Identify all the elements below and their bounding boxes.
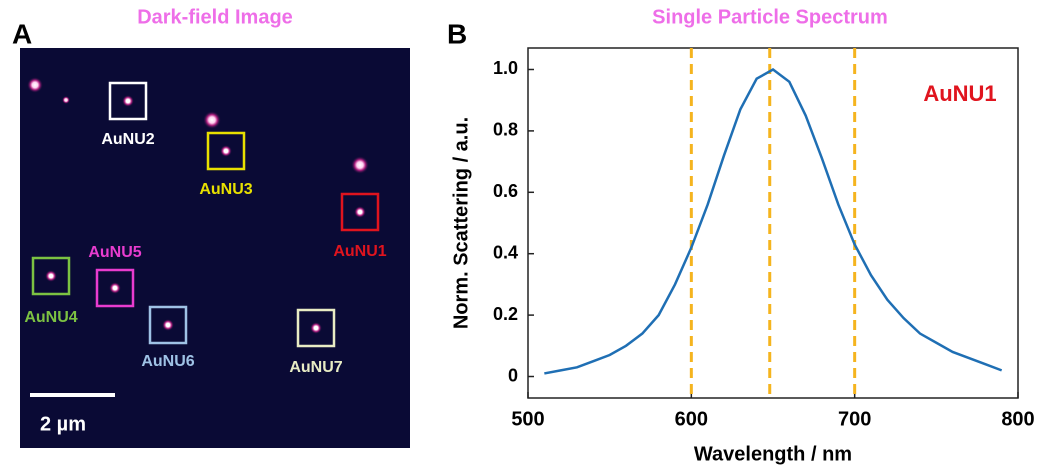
- x-tick-label: 800: [1001, 408, 1034, 430]
- speck: [62, 96, 70, 104]
- speck: [27, 77, 43, 93]
- particle-label: AuNU5: [88, 244, 141, 261]
- panel-letter: A: [12, 18, 32, 49]
- particle-core: [314, 326, 318, 330]
- particle-label: AuNU1: [333, 243, 386, 260]
- particle-box: [206, 131, 246, 171]
- particle-core: [126, 99, 130, 103]
- y-tick-label: 0.4: [493, 242, 518, 262]
- particle-label: AuNU7: [289, 359, 342, 376]
- particle-box: [296, 308, 336, 348]
- particle-core: [49, 274, 53, 278]
- panel-letter: B: [447, 18, 467, 49]
- y-tick-label: 0: [508, 365, 518, 385]
- y-tick-label: 1.0: [493, 58, 518, 78]
- particle-core: [166, 323, 170, 327]
- particle-label: AuNU4: [24, 309, 77, 326]
- particle-box: [340, 192, 380, 232]
- y-axis-label: Norm. Scattering / a.u.: [450, 117, 472, 329]
- annotation: AuNU1: [923, 81, 996, 106]
- y-tick-label: 0.2: [493, 304, 518, 324]
- particle-box: [108, 81, 148, 121]
- particle-label: AuNU6: [141, 353, 194, 370]
- particle-label: AuNU2: [101, 131, 154, 148]
- particle-core: [113, 286, 117, 290]
- x-tick-label: 700: [838, 408, 871, 430]
- spectrum-line: [544, 68, 1003, 375]
- particle-label: AuNU3: [199, 181, 252, 198]
- y-tick-label: 0.6: [493, 181, 518, 201]
- particle-box: [148, 305, 188, 345]
- particle-core: [224, 149, 228, 153]
- x-tick-label: 500: [511, 408, 544, 430]
- panel-title: Dark-field Image: [137, 6, 293, 28]
- speck: [203, 111, 221, 129]
- speck: [351, 156, 369, 174]
- chart-title: Single Particle Spectrum: [652, 6, 888, 28]
- x-tick-label: 600: [675, 408, 708, 430]
- scale-bar-label: 2 µm: [40, 413, 86, 435]
- y-tick-label: 0.8: [493, 120, 518, 140]
- particle-box: [95, 268, 135, 308]
- particle-box: [31, 256, 71, 296]
- plot-frame: [527, 47, 1019, 399]
- particle-core: [358, 210, 362, 214]
- x-axis-label: Wavelength / nm: [694, 443, 852, 465]
